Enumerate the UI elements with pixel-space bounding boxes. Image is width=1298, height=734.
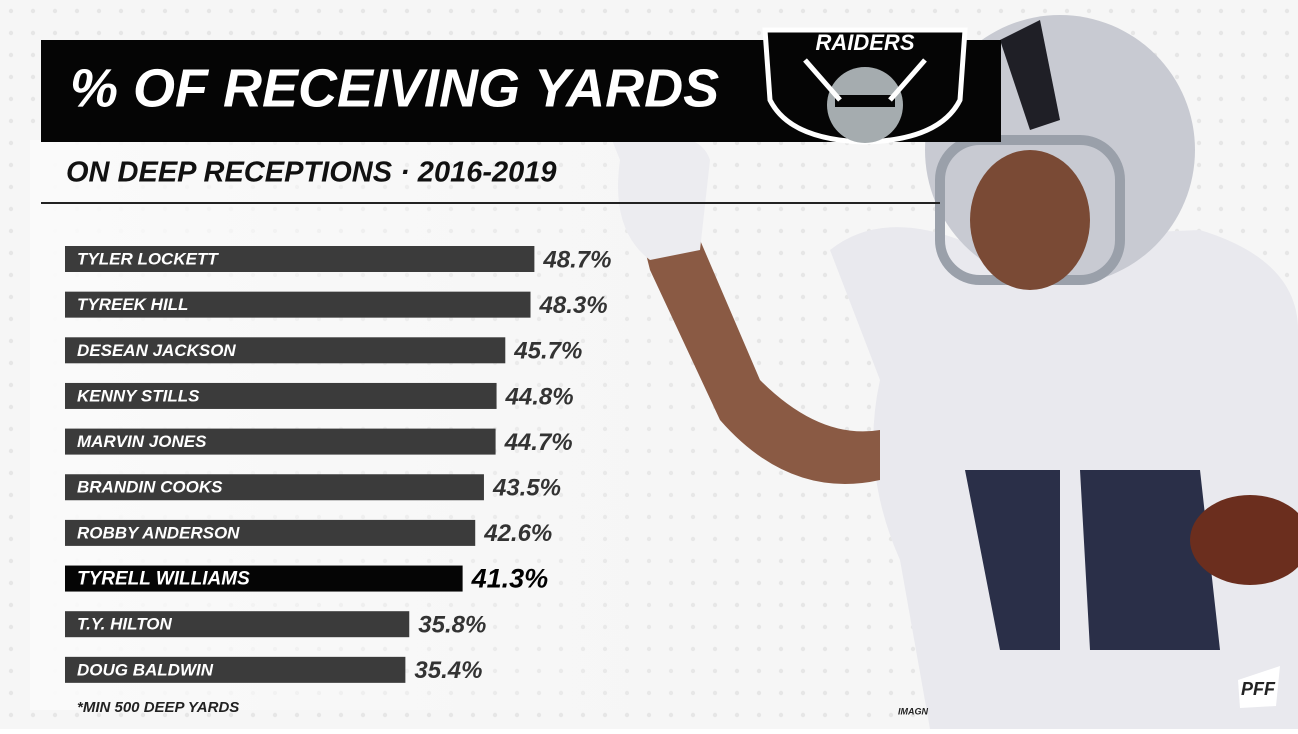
value-label: 35.8% bbox=[418, 612, 486, 639]
bar-label: ROBBY ANDERSON bbox=[77, 523, 240, 542]
bar-label: DESEAN JACKSON bbox=[77, 341, 236, 360]
chart-title: % OF RECEIVING YARDS bbox=[70, 58, 719, 118]
team-name: RAIDERS bbox=[815, 30, 914, 55]
value-label: 48.7% bbox=[542, 246, 611, 273]
bar-label: MARVIN JONES bbox=[77, 432, 207, 451]
bar bbox=[65, 337, 506, 364]
player-photo bbox=[600, 15, 1298, 729]
brand: PFF bbox=[1241, 679, 1276, 699]
bar bbox=[65, 474, 484, 501]
value-label: 41.3% bbox=[471, 564, 549, 594]
bar-label: DOUG BALDWIN bbox=[77, 660, 214, 679]
value-label: 44.7% bbox=[504, 429, 573, 456]
bar-label: TYRELL WILLIAMS bbox=[77, 569, 250, 590]
bar bbox=[65, 611, 410, 638]
bar bbox=[65, 246, 535, 272]
footnote: *MIN 500 DEEP YARDS bbox=[77, 699, 239, 716]
value-label: 35.4% bbox=[414, 657, 482, 684]
bar bbox=[65, 291, 531, 318]
value-label: 44.8% bbox=[505, 383, 574, 410]
value-label: 45.7% bbox=[513, 338, 582, 365]
brand-badge bbox=[1238, 666, 1280, 708]
bar-label: TYLER LOCKETT bbox=[77, 249, 219, 268]
value-label: 42.6% bbox=[483, 520, 552, 547]
bar bbox=[65, 565, 463, 592]
bar bbox=[65, 382, 497, 409]
bar bbox=[65, 519, 476, 546]
chart-subtitle: ON DEEP RECEPTIONS · 2016-2019 bbox=[66, 157, 557, 189]
bar-label: BRANDIN COOKS bbox=[77, 478, 223, 497]
bar-label: T.Y. HILTON bbox=[77, 615, 172, 634]
value-label: 48.3% bbox=[539, 292, 608, 319]
bar-label: TYREEK HILL bbox=[77, 295, 188, 314]
photo-credit: IMAGN bbox=[898, 706, 928, 716]
bar-label: KENNY STILLS bbox=[77, 386, 200, 405]
team-logo bbox=[762, 27, 968, 145]
bar bbox=[65, 656, 406, 683]
value-label: 43.5% bbox=[492, 475, 561, 502]
bar bbox=[65, 428, 496, 455]
